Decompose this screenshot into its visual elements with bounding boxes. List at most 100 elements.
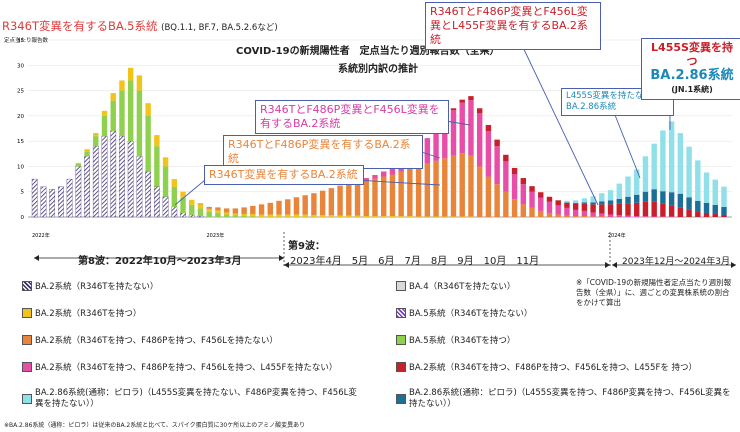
bar-segment	[625, 203, 631, 216]
bar-segment	[494, 139, 500, 147]
bar-segment	[363, 178, 369, 181]
bar-segment	[197, 208, 204, 216]
y-tick-label: 5	[21, 190, 25, 196]
year-label: 2023年	[207, 232, 225, 239]
bar-segment	[572, 202, 579, 204]
bar-segment	[381, 171, 387, 177]
top-left-label: R346T変異を有するBA.5系統 (BQ.1.1, BF.7, BA.5.2.…	[2, 19, 278, 33]
bar-segment	[546, 201, 553, 213]
bar-segment	[93, 136, 99, 147]
bar-segment	[703, 172, 710, 203]
bar-segment	[346, 215, 352, 217]
y-tick-label: 20	[17, 114, 24, 120]
wave8-arrow-head	[279, 255, 284, 261]
bar-segment	[433, 160, 439, 217]
bar-segment	[564, 202, 570, 208]
bar-segment	[84, 156, 90, 218]
legend-swatch	[22, 362, 32, 372]
bar-segment	[232, 208, 239, 214]
bar-segment	[642, 191, 649, 202]
footnote-bottom: ※BA.2.86系統（通称：ピロラ）は従来のBA.2系統と比べて、スパイク蛋白質…	[4, 422, 306, 429]
bar-segment	[119, 135, 125, 218]
bar-segment	[136, 156, 143, 218]
bar-segment	[721, 186, 727, 207]
bar-segment	[389, 215, 396, 217]
bar-segment	[101, 110, 108, 116]
bar-segment	[581, 202, 588, 204]
bar-segment	[154, 135, 160, 147]
bar-segment	[572, 215, 579, 217]
bar-segment	[546, 212, 553, 217]
bar-segment	[145, 171, 151, 218]
bar-segment	[232, 213, 239, 216]
bar-segment	[276, 200, 282, 215]
bar-segment	[415, 216, 422, 217]
legend-item: BA.2.86系統(通称：ピロラ)（L455S変異を持たない、F486P変異を持…	[22, 388, 365, 410]
bar-segment	[154, 146, 160, 187]
bar-segment	[92, 146, 99, 218]
bar-segment	[564, 207, 570, 216]
callout-l455s-without: L455S変異を持たないBA.2.86系統	[561, 88, 674, 116]
y-axis-label: 定点当たり報告数	[4, 38, 49, 44]
bar-segment	[250, 213, 256, 217]
bar-segment	[171, 179, 178, 187]
bar-segment	[642, 215, 649, 217]
bar-segment	[686, 197, 692, 210]
y-tick-label: 10	[17, 164, 24, 170]
bar-segment	[660, 130, 666, 192]
bar-segment	[93, 133, 99, 137]
bar-segment	[180, 212, 186, 218]
bar-segment	[494, 184, 500, 217]
bar-segment	[311, 193, 317, 215]
bar-segment	[616, 214, 622, 217]
y-tick-label: 35	[17, 38, 24, 44]
callout-pointer	[174, 179, 206, 206]
bar-segment	[189, 199, 195, 205]
bar-segment	[564, 202, 570, 203]
bar-segment	[642, 156, 649, 192]
legend-item: BA.2.86系統(通称：ピロラ)（L455S変異を持つ、F486P変異を持つ、…	[396, 388, 739, 410]
bar-segment	[651, 216, 657, 217]
bar-segment	[581, 198, 588, 203]
bar-segment	[599, 204, 605, 214]
bar-segment	[319, 214, 326, 217]
callout-l455f: R346TとF486P変異とF456L変異とL455F変異を有するBA.2系統	[425, 2, 601, 50]
callout-pointer	[519, 40, 599, 206]
bar-segment	[651, 201, 657, 217]
bar-segment	[171, 206, 178, 218]
bar-segment	[503, 154, 509, 162]
wave9-label: 第9波：	[288, 241, 325, 252]
bar-segment	[686, 146, 692, 198]
bar-segment	[337, 185, 343, 187]
bar-segment	[127, 67, 134, 81]
bar-segment	[442, 216, 448, 217]
bar-segment	[520, 204, 527, 217]
bar-segment	[189, 204, 195, 215]
legend-swatch	[22, 394, 32, 404]
legend-label: BA.5系統（R346Tを持つ）	[409, 336, 516, 346]
callout-jn1: L455S変異を持つ BA.2.86系統 (JN.1系統)	[641, 38, 740, 100]
legend-item: BA.5系統（R346Tを持つ）	[396, 334, 515, 346]
bar-segment	[328, 188, 335, 215]
bar-segment	[555, 214, 561, 217]
bar-segment	[276, 214, 282, 217]
bar-segment	[511, 167, 518, 175]
legend-swatch	[396, 281, 406, 291]
bar-segment	[695, 160, 701, 201]
bar-segment	[381, 176, 387, 216]
wave8-label: 第8波：2022年10月〜2023年3月	[78, 256, 242, 267]
bar-segment	[354, 215, 361, 217]
bar-segment	[258, 204, 265, 215]
legend-swatch	[396, 394, 406, 404]
bar-segment	[40, 186, 47, 218]
bar-segment	[450, 216, 457, 217]
bar-segment	[372, 175, 378, 179]
bar-segment	[529, 186, 535, 192]
legend-swatch	[396, 335, 406, 345]
bar-segment	[363, 180, 369, 216]
bar-segment	[520, 178, 527, 185]
bar-segment	[607, 204, 614, 215]
legend-swatch	[396, 308, 406, 318]
bar-segment	[520, 184, 527, 205]
bar-segment	[180, 197, 186, 213]
